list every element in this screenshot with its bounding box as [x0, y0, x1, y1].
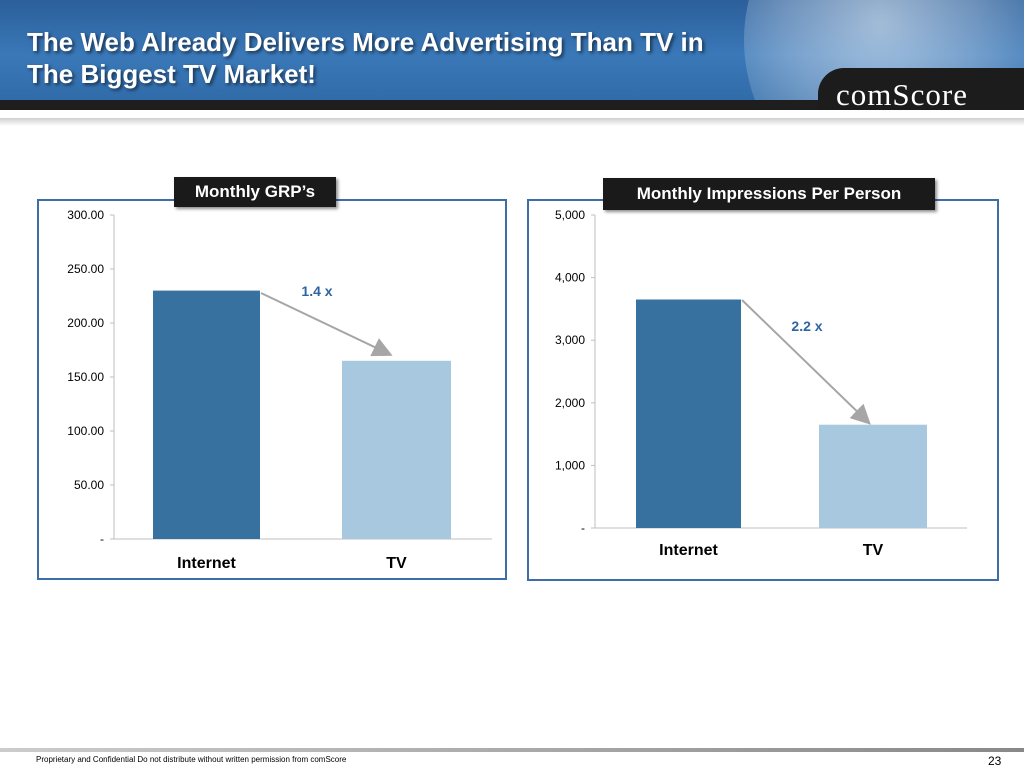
y-tick-label: 200.00 [67, 316, 104, 330]
x-label-internet: Internet [659, 542, 718, 559]
impressions-chart-title: Monthly Impressions Per Person [603, 178, 935, 210]
x-label-tv: TV [386, 555, 407, 572]
impressions-chart: 5,000 4,000 3,000 2,000 1,000 - Internet TV 2.2 … [555, 208, 967, 559]
comscore-logo: comScore [836, 77, 968, 110]
ratio-annotation: 2.2 x [791, 318, 822, 334]
y-tick-label: 4,000 [555, 271, 585, 285]
title-line-1: The Web Already Delivers More Advertisin… [27, 27, 704, 57]
slide-header: The Web Already Delivers More Advertisin… [0, 0, 1024, 110]
y-tick-label: 250.00 [67, 262, 104, 276]
footer-divider [0, 748, 1024, 752]
y-tick-label: 1,000 [555, 458, 585, 472]
bar-tv [342, 360, 451, 539]
page-number: 23 [988, 754, 1002, 768]
y-tick-label: 100.00 [67, 424, 104, 438]
bar-tv [819, 424, 927, 528]
logo-container [818, 68, 1024, 110]
grp-chart-panel: 300.00 250.00 200.00 150.00 100.00 50.00 - Inte… [37, 199, 507, 580]
y-tick-label: - [581, 521, 585, 535]
y-tick-label: 2,000 [555, 396, 585, 410]
y-tick-label: 5,000 [555, 208, 585, 222]
y-tick-label: 150.00 [67, 370, 104, 384]
grp-chart-title: Monthly GRP’s [174, 177, 336, 207]
ratio-arrow [260, 292, 393, 357]
ratio-annotation: 1.4 x [301, 283, 332, 299]
footer-confidential: Proprietary and Confidential Do not dist… [36, 755, 347, 764]
header-shadow [0, 118, 1024, 126]
slide-title: The Web Already Delivers More Advertisin… [27, 26, 827, 90]
y-tick-label: 3,000 [555, 333, 585, 347]
y-tick-label: 300.00 [67, 208, 104, 222]
bar-internet [153, 290, 260, 539]
grp-chart: 300.00 250.00 200.00 150.00 100.00 50.00 - Inte… [67, 208, 492, 572]
impressions-chart-panel: 5,000 4,000 3,000 2,000 1,000 - Internet TV 2.2 … [527, 199, 999, 581]
header-band [0, 100, 1024, 110]
bar-internet [636, 299, 741, 528]
y-tick-label: - [100, 532, 104, 546]
x-label-internet: Internet [177, 555, 236, 572]
y-tick-label: 50.00 [74, 478, 104, 492]
x-label-tv: TV [863, 542, 884, 559]
title-line-2: The Biggest TV Market! [27, 59, 316, 89]
ratio-arrow [741, 299, 871, 425]
